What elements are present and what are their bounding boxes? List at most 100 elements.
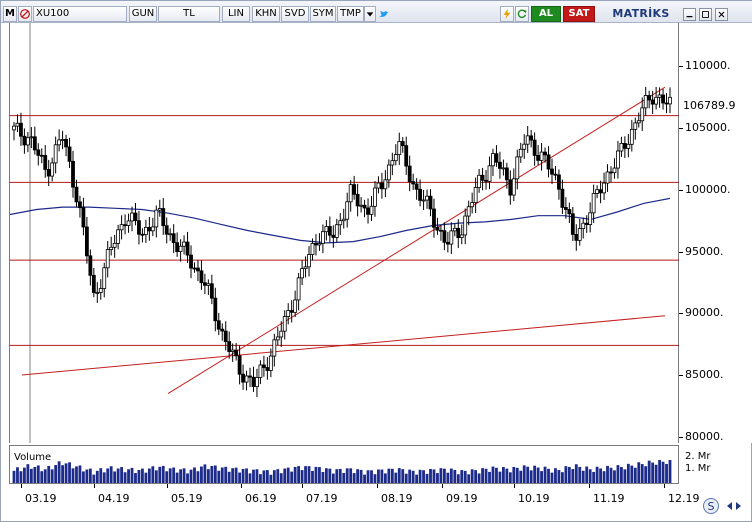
volume-panel[interactable]: Volume bbox=[9, 445, 680, 484]
candle-body bbox=[220, 328, 225, 332]
volume-bar bbox=[168, 468, 172, 484]
date-tick-label: 04.19 bbox=[98, 492, 130, 505]
khn-button[interactable]: KHN bbox=[252, 6, 280, 22]
menu-m-button[interactable]: M bbox=[3, 6, 17, 22]
candle-body bbox=[477, 174, 482, 188]
candle-body bbox=[518, 148, 523, 158]
candle-body bbox=[137, 220, 141, 235]
tmp-button[interactable]: TMP bbox=[337, 6, 364, 22]
scroll-icon[interactable]: S bbox=[701, 496, 747, 516]
volume-bar bbox=[196, 471, 200, 484]
candle-body bbox=[286, 310, 291, 317]
volume-bar bbox=[616, 465, 620, 484]
volume-bar bbox=[557, 470, 561, 484]
volume-bar bbox=[533, 465, 537, 484]
candle-body bbox=[199, 270, 204, 284]
volume-bar bbox=[36, 465, 40, 484]
candle-body bbox=[32, 136, 37, 151]
twitter-icon[interactable] bbox=[377, 6, 391, 22]
candle-body bbox=[182, 241, 186, 247]
sym-button[interactable]: SYM bbox=[310, 6, 336, 22]
volume-bar bbox=[130, 467, 134, 484]
candle-body bbox=[248, 375, 252, 378]
volume-bar bbox=[231, 468, 235, 484]
volume-bar bbox=[29, 468, 33, 484]
restore-icon[interactable] bbox=[699, 8, 712, 21]
candle-body bbox=[584, 222, 589, 225]
candle-body bbox=[123, 224, 127, 227]
volume-bar bbox=[349, 468, 353, 484]
volume-bar bbox=[373, 474, 377, 484]
candle-body bbox=[390, 160, 395, 166]
volume-canvas[interactable] bbox=[10, 446, 680, 484]
date-axis[interactable]: 03.19 04.19 05.19 06.19 07.19 08.19 09.19 10.19… bbox=[9, 483, 700, 517]
candle-body bbox=[334, 224, 339, 238]
refresh-icon[interactable] bbox=[515, 6, 529, 22]
candle-body bbox=[654, 96, 659, 105]
candle-body bbox=[327, 226, 332, 236]
price-tick-mark bbox=[679, 436, 683, 438]
minimize-icon[interactable] bbox=[683, 8, 696, 21]
candle-body bbox=[581, 222, 586, 229]
volume-bar bbox=[116, 468, 120, 484]
cancel-icon[interactable] bbox=[18, 6, 32, 22]
price-chart[interactable] bbox=[9, 23, 680, 443]
dropdown-icon[interactable] bbox=[364, 6, 376, 22]
chart-navigator[interactable]: S bbox=[701, 496, 747, 516]
volume-bar bbox=[522, 465, 526, 484]
volume-bar bbox=[481, 468, 484, 484]
volume-bar bbox=[120, 467, 123, 484]
symbol-field[interactable]: XU100 bbox=[33, 6, 127, 22]
candle-body bbox=[161, 208, 166, 227]
svd-button[interactable]: SVD bbox=[281, 6, 309, 22]
volume-bar bbox=[151, 466, 155, 484]
candle-body bbox=[234, 349, 239, 357]
candle-body bbox=[29, 136, 34, 139]
price-chart-canvas[interactable] bbox=[9, 23, 680, 443]
volume-bar bbox=[182, 468, 186, 484]
candle-body bbox=[522, 143, 527, 150]
date-tick-mark bbox=[21, 484, 22, 488]
period-button[interactable]: GUN bbox=[129, 6, 157, 22]
candle-body bbox=[359, 204, 363, 207]
price-tick-label: 80000. bbox=[685, 429, 724, 443]
candle-body bbox=[456, 227, 461, 239]
candle-body bbox=[622, 143, 627, 149]
candle-body bbox=[494, 153, 499, 163]
volume-bar bbox=[352, 473, 356, 484]
candle-body bbox=[393, 154, 398, 162]
candle-body bbox=[539, 151, 544, 161]
candle-body bbox=[213, 297, 218, 322]
volume-bar bbox=[113, 471, 117, 484]
sell-button[interactable]: SAT bbox=[563, 6, 595, 22]
volume-bar bbox=[234, 467, 238, 484]
candle-body bbox=[557, 174, 561, 190]
candle-body bbox=[192, 267, 197, 270]
buy-button[interactable]: AL bbox=[531, 6, 561, 22]
candle-body bbox=[466, 206, 471, 217]
candle-body bbox=[196, 267, 200, 272]
currency-button[interactable]: TL bbox=[158, 6, 220, 22]
volume-bar bbox=[290, 471, 294, 484]
candle-body bbox=[164, 225, 169, 235]
volume-bar bbox=[88, 468, 92, 484]
candle-body bbox=[640, 107, 645, 122]
volume-bar bbox=[508, 472, 512, 484]
volume-bar bbox=[595, 466, 599, 484]
candle-body bbox=[511, 178, 516, 196]
volume-bar bbox=[554, 468, 557, 484]
candle-body bbox=[168, 233, 173, 236]
candle-body bbox=[636, 120, 641, 124]
price-tick-label: 110000. bbox=[685, 59, 731, 73]
scale-button[interactable]: LIN bbox=[222, 6, 250, 22]
price-axis[interactable]: 110000. 105000. 100000. 95000. 90000. 85000. 8… bbox=[679, 23, 752, 443]
volume-bar bbox=[380, 469, 384, 484]
close-icon[interactable] bbox=[715, 8, 728, 21]
candle-body bbox=[546, 154, 551, 170]
candle-body bbox=[81, 207, 86, 228]
volume-bar bbox=[484, 468, 488, 484]
volume-bar bbox=[620, 467, 623, 484]
volume-bar bbox=[432, 469, 436, 484]
lightning-icon[interactable] bbox=[500, 6, 514, 22]
candle-body bbox=[543, 151, 547, 156]
